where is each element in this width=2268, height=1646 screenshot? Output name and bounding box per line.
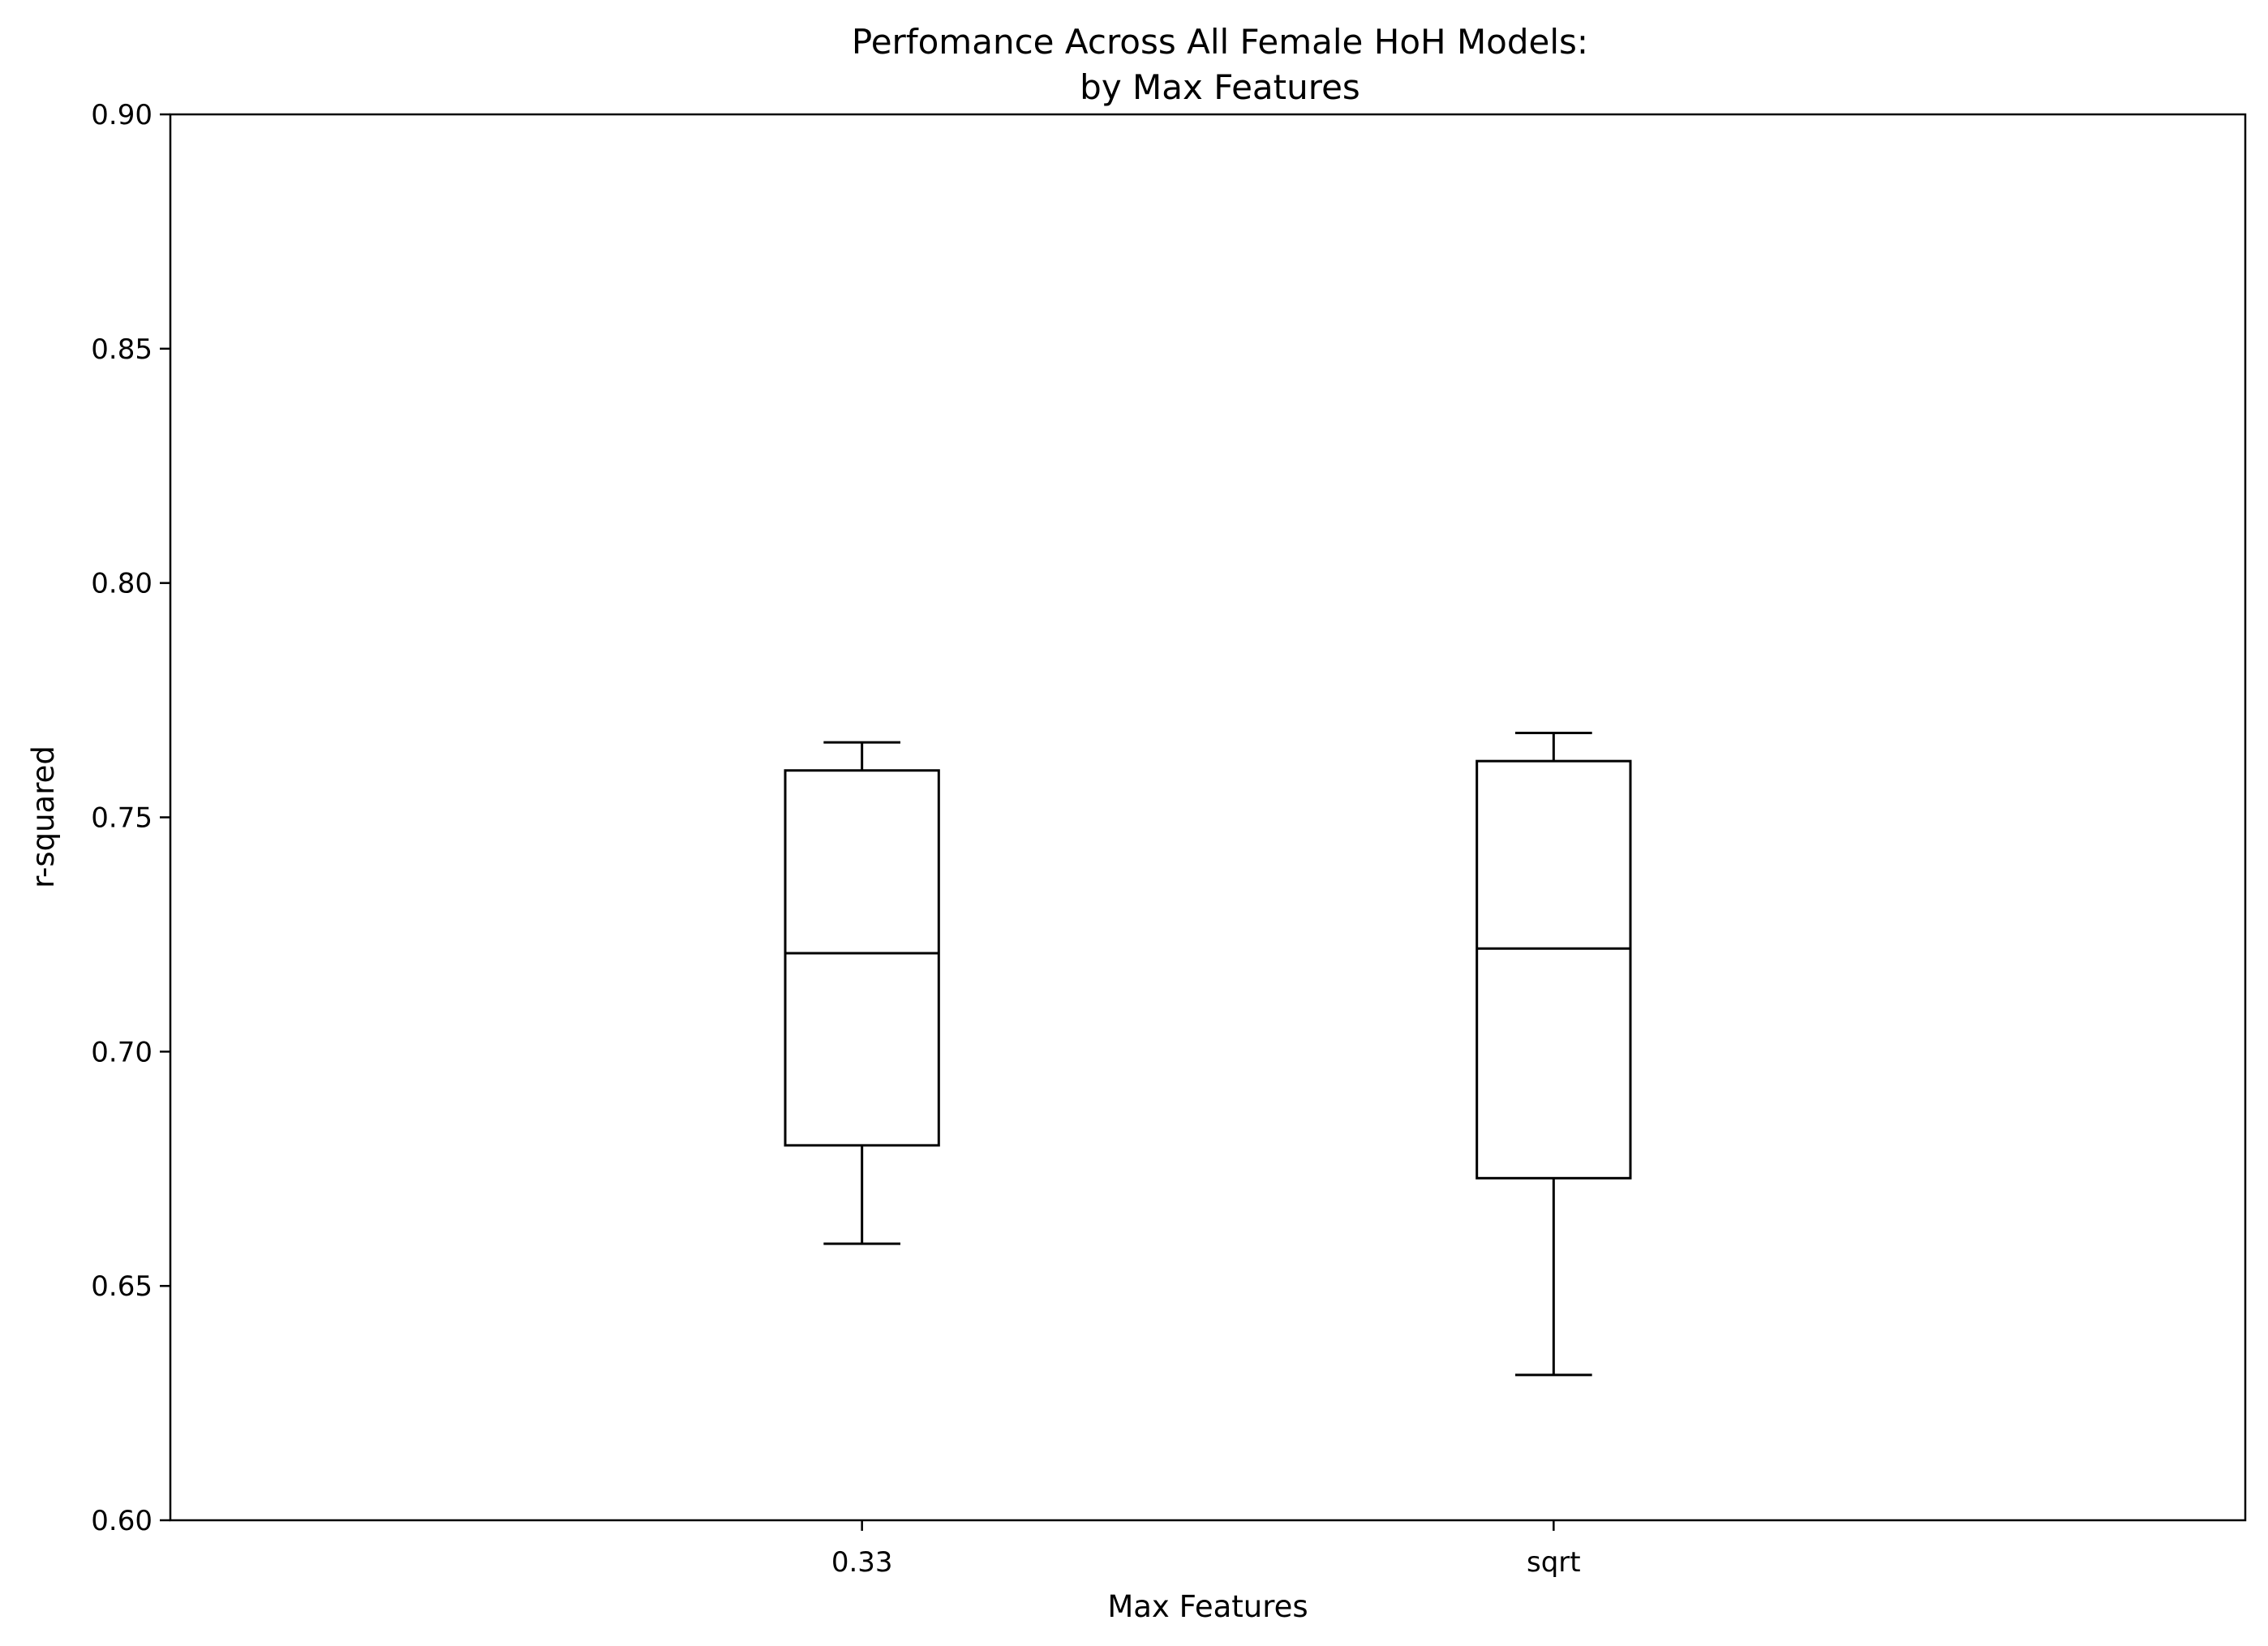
y-axis-label: r-squared xyxy=(26,746,61,888)
chart-title-line-1: Perfomance Across All Female HoH Models: xyxy=(852,22,1588,62)
y-tick-label: 0.65 xyxy=(91,1270,152,1303)
x-tick-label: sqrt xyxy=(1527,1546,1581,1579)
y-tick-label: 0.85 xyxy=(91,333,152,366)
y-tick-label: 0.70 xyxy=(91,1036,152,1068)
plot-area-frame xyxy=(169,113,2247,1522)
x-axis-label: Max Features xyxy=(1107,1589,1308,1624)
box-group-0.33 xyxy=(784,741,940,1245)
box-group-sqrt xyxy=(1475,732,1632,1377)
box-series xyxy=(784,732,1632,1377)
x-axis: 0.33 sqrt xyxy=(831,1520,1581,1579)
box-iqr xyxy=(1475,759,1632,1180)
y-tick-label: 0.80 xyxy=(91,568,152,600)
y-axis: 0.60 0.65 0.70 0.75 0.80 0.85 0.90 xyxy=(91,99,170,1537)
y-tick-label: 0.60 xyxy=(91,1505,152,1537)
box-iqr xyxy=(784,769,940,1147)
y-tick-label: 0.75 xyxy=(91,802,152,835)
chart-title-line-2: by Max Features xyxy=(1080,67,1360,107)
x-tick-label: 0.33 xyxy=(831,1546,893,1579)
y-tick-label: 0.90 xyxy=(91,99,152,131)
